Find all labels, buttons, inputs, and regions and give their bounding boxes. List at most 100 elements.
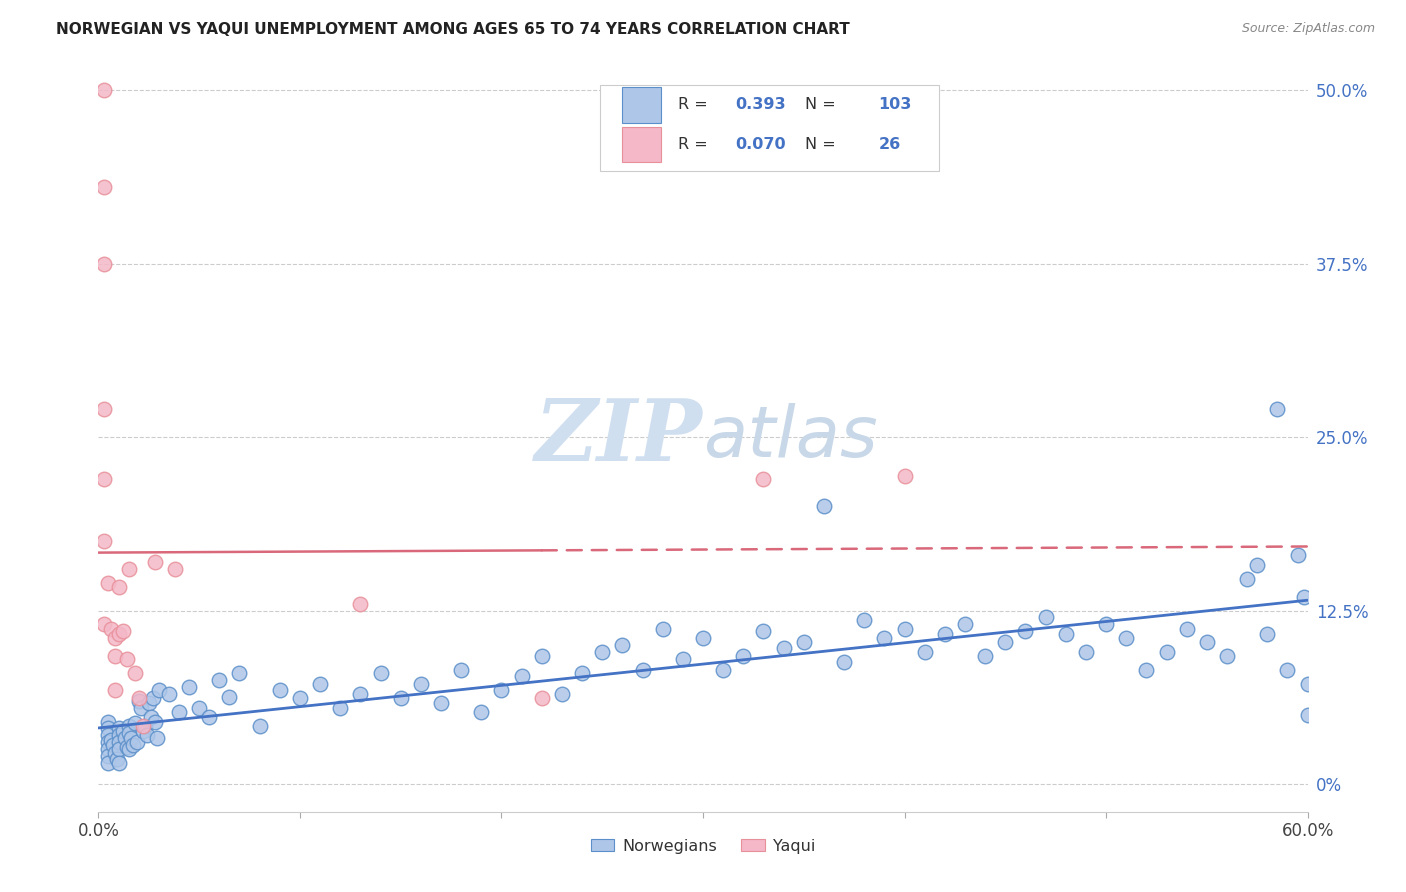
Point <box>349 597 371 611</box>
Point <box>1035 610 1057 624</box>
Text: R =: R = <box>678 97 707 112</box>
Point <box>146 731 169 746</box>
Point <box>167 705 190 719</box>
Point <box>93 402 115 417</box>
Point <box>157 687 180 701</box>
Point <box>128 690 150 705</box>
Point <box>409 677 432 691</box>
Point <box>103 682 125 697</box>
Point <box>893 469 915 483</box>
Point <box>752 472 775 486</box>
Point <box>692 632 714 646</box>
Point <box>107 722 129 736</box>
Point <box>97 714 120 729</box>
Text: R =: R = <box>678 137 707 152</box>
Point <box>115 739 138 754</box>
Point <box>188 700 211 714</box>
Point <box>269 682 291 697</box>
Point <box>198 710 221 724</box>
Point <box>139 710 162 724</box>
FancyBboxPatch shape <box>600 85 939 171</box>
Point <box>100 732 122 747</box>
Point <box>118 725 141 739</box>
Point <box>571 665 593 680</box>
Point <box>179 680 201 694</box>
Point <box>93 534 115 549</box>
Point <box>103 632 125 646</box>
Text: NORWEGIAN VS YAQUI UNEMPLOYMENT AMONG AGES 65 TO 74 YEARS CORRELATION CHART: NORWEGIAN VS YAQUI UNEMPLOYMENT AMONG AG… <box>56 22 851 37</box>
Text: N =: N = <box>804 137 835 152</box>
Point <box>93 617 115 632</box>
Point <box>124 715 146 730</box>
Point <box>288 690 311 705</box>
Point <box>530 690 553 705</box>
Point <box>832 655 855 669</box>
Text: Source: ZipAtlas.com: Source: ZipAtlas.com <box>1241 22 1375 36</box>
Point <box>93 180 115 194</box>
Point <box>93 83 115 97</box>
Point <box>591 645 613 659</box>
Point <box>953 617 976 632</box>
Point <box>733 649 755 664</box>
Point <box>118 562 141 576</box>
Point <box>135 728 157 742</box>
Point <box>1074 645 1097 659</box>
Point <box>97 735 120 749</box>
Point <box>93 257 115 271</box>
Point <box>142 690 165 705</box>
Point <box>105 752 128 766</box>
Text: 0.393: 0.393 <box>735 97 786 112</box>
Point <box>134 719 156 733</box>
Text: ZIP: ZIP <box>536 395 703 479</box>
Point <box>491 682 513 697</box>
Point <box>1195 635 1218 649</box>
Point <box>107 580 129 594</box>
Point <box>510 669 533 683</box>
Point <box>249 719 271 733</box>
Point <box>914 645 936 659</box>
Text: 0.070: 0.070 <box>735 137 786 152</box>
Point <box>114 731 136 746</box>
Point <box>1236 572 1258 586</box>
Point <box>309 677 332 691</box>
Point <box>100 622 122 636</box>
Point <box>551 687 574 701</box>
Point <box>672 652 695 666</box>
Point <box>1292 590 1315 604</box>
Point <box>793 635 815 649</box>
Point <box>1216 649 1239 664</box>
Point <box>974 649 997 664</box>
Point <box>103 649 125 664</box>
Point <box>994 635 1017 649</box>
Point <box>1296 677 1319 691</box>
Point <box>1054 627 1077 641</box>
Point <box>132 724 155 739</box>
Point <box>115 652 138 666</box>
Point <box>651 622 673 636</box>
Point <box>752 624 775 639</box>
Point <box>132 719 155 733</box>
Point <box>329 700 352 714</box>
Point <box>450 663 472 677</box>
Point <box>125 735 148 749</box>
Point <box>1256 627 1278 641</box>
Point <box>228 665 250 680</box>
Point <box>218 690 240 704</box>
Point <box>1135 663 1157 677</box>
Point <box>111 624 134 639</box>
Legend: Norwegians, Yaqui: Norwegians, Yaqui <box>583 832 823 860</box>
Point <box>1246 558 1268 572</box>
Point <box>107 728 129 742</box>
Point <box>893 622 915 636</box>
Point <box>97 749 120 764</box>
Point <box>101 738 124 752</box>
Point <box>107 735 129 749</box>
Point <box>111 724 134 739</box>
Point <box>163 562 186 576</box>
Point <box>121 738 143 752</box>
Point <box>208 673 231 687</box>
Point <box>103 747 125 761</box>
Point <box>772 640 794 655</box>
Point <box>934 627 956 641</box>
Bar <box>621 87 661 123</box>
